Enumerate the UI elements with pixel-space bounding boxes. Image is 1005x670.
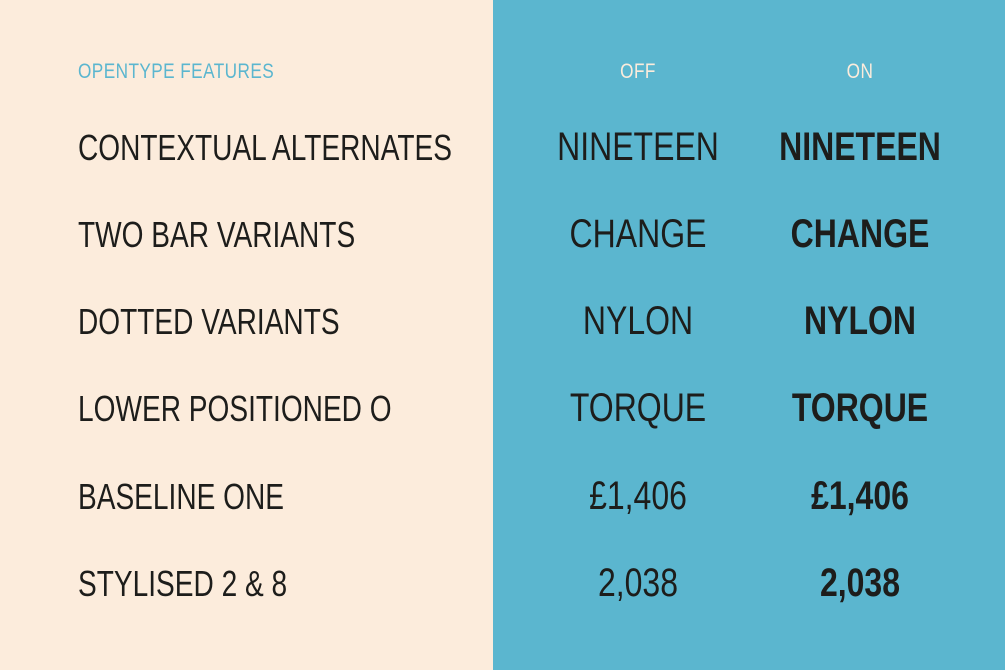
on-column-header: On bbox=[846, 60, 874, 83]
feature-label: Two Bar Variants bbox=[78, 214, 356, 255]
feature-label: Lower Positioned o bbox=[78, 388, 392, 429]
feature-label: Dotted Variants bbox=[78, 301, 340, 342]
sample-on: 2,038 bbox=[819, 561, 901, 605]
sample-on: NINETEEN bbox=[779, 125, 941, 169]
off-column-header: Off bbox=[620, 60, 656, 83]
sample-on: £1,406 bbox=[811, 474, 909, 518]
sample-on: TORQUE bbox=[791, 386, 929, 430]
sample-on: CHANGE bbox=[790, 212, 930, 256]
feature-label: Stylised 2 & 8 bbox=[78, 563, 288, 604]
sample-off: CHANGE bbox=[569, 212, 707, 256]
sample-off: 2,038 bbox=[597, 561, 679, 605]
section-title: OpenType Features bbox=[78, 60, 275, 83]
sample-off: £1,406 bbox=[589, 474, 687, 518]
sample-off: NINETEEN bbox=[557, 125, 719, 169]
feature-label: Baseline One bbox=[78, 476, 284, 517]
sample-on: NYLON bbox=[804, 299, 916, 343]
left-panel bbox=[0, 0, 493, 670]
right-panel bbox=[493, 0, 1005, 670]
sample-off: NYLON bbox=[582, 299, 694, 343]
feature-label: Contextual Alternates bbox=[78, 127, 452, 168]
sample-off: TORQUE bbox=[569, 386, 707, 430]
